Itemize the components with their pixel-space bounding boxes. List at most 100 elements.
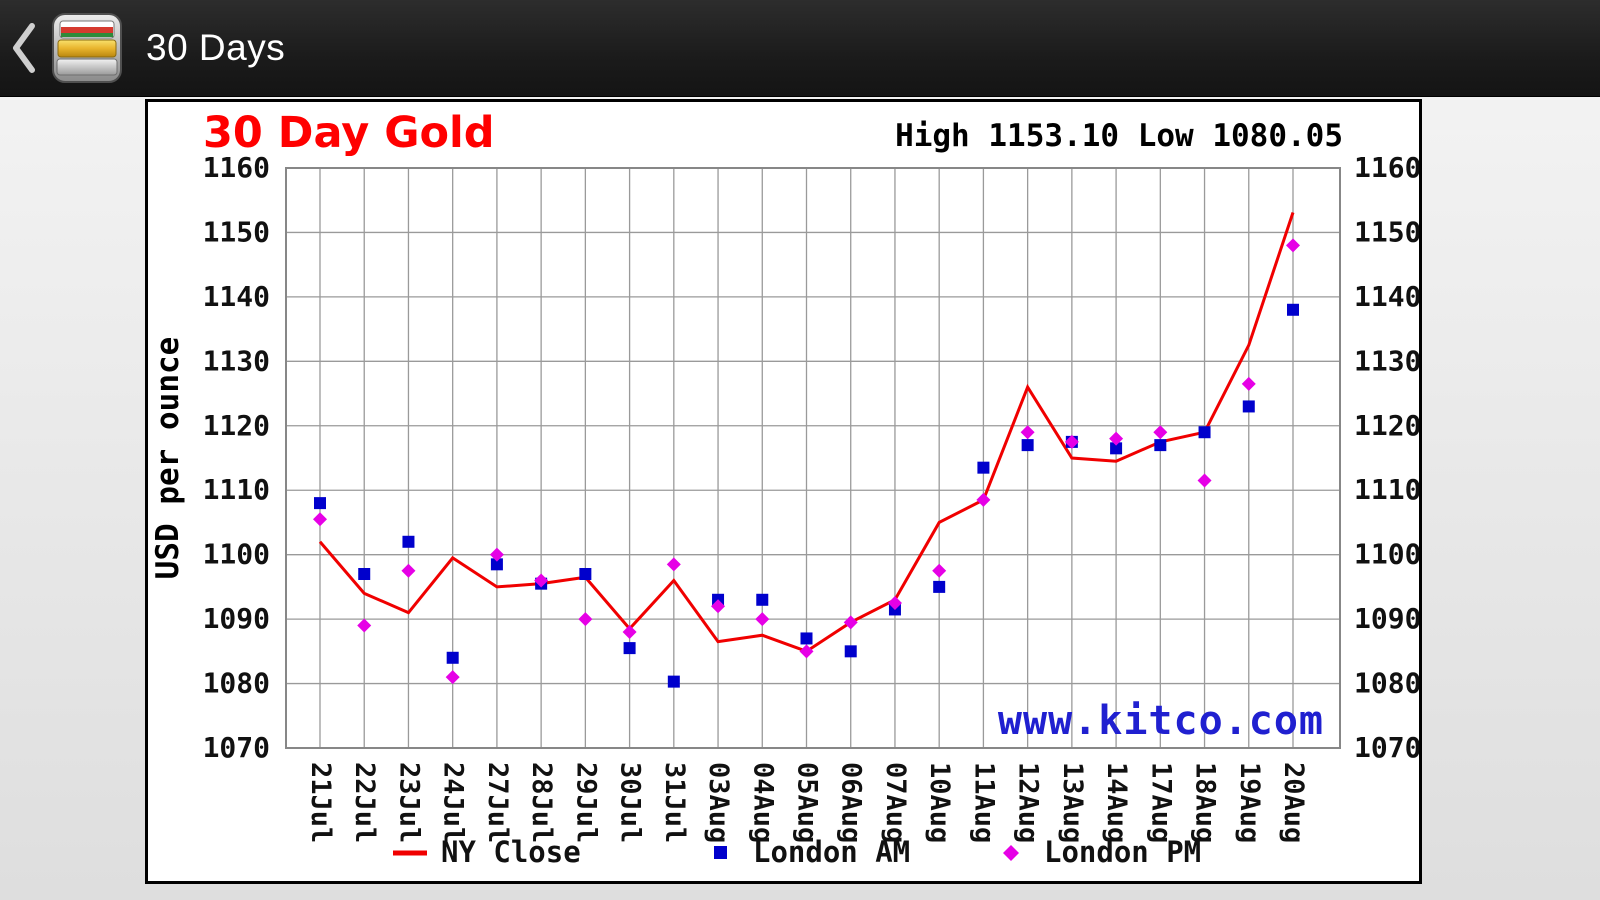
y-tick-label-right: 1130 bbox=[1354, 344, 1419, 377]
london-pm-point bbox=[401, 563, 416, 578]
x-tick-label: 21Jul bbox=[305, 762, 336, 843]
x-tick-label: 06Aug bbox=[836, 762, 867, 843]
london-pm-point bbox=[1241, 376, 1256, 391]
x-tick-label: 27Jul bbox=[482, 762, 513, 843]
london-am-point bbox=[1198, 426, 1211, 439]
y-tick-label-right: 1160 bbox=[1354, 151, 1419, 184]
london-pm-point bbox=[755, 612, 770, 627]
london-pm-point bbox=[843, 615, 858, 630]
x-tick-label: 29Jul bbox=[570, 762, 601, 843]
london-am-point bbox=[1287, 303, 1299, 316]
x-tick-label: 10Aug bbox=[924, 762, 955, 843]
x-tick-label: 24Jul bbox=[438, 762, 469, 843]
y-tick-label-right: 1100 bbox=[1354, 538, 1419, 571]
london-pm-point bbox=[666, 557, 681, 572]
london-am-point bbox=[1242, 400, 1255, 413]
gold-price-chart: 1070 1070 1080 1080 1090 1090 1100 1100 1110 1110… bbox=[150, 151, 1419, 869]
x-tick-label: 12Aug bbox=[1013, 762, 1044, 843]
x-tick-label: 03Aug bbox=[703, 762, 734, 843]
plot-frame bbox=[285, 167, 1341, 749]
chart-high-low: High 1153.10 Low 1080.05 bbox=[895, 118, 1343, 154]
london-am-point bbox=[1154, 439, 1167, 452]
london-am-point bbox=[800, 632, 813, 645]
london-pm-point bbox=[1020, 425, 1035, 440]
london-am-point bbox=[1110, 442, 1123, 455]
london-am-point bbox=[1021, 439, 1034, 452]
y-tick-label-right: 1140 bbox=[1354, 280, 1419, 313]
london-pm-point bbox=[445, 670, 460, 685]
london-am-point bbox=[844, 645, 857, 658]
london-pm-point bbox=[1197, 473, 1212, 488]
y-tick-label-left: 1090 bbox=[203, 602, 270, 635]
x-tick-label: 05Aug bbox=[792, 762, 823, 843]
x-tick-label: 14Aug bbox=[1101, 762, 1132, 843]
y-tick-label-left: 1100 bbox=[203, 538, 270, 571]
app-bar-title: 30 Days bbox=[146, 27, 286, 68]
x-tick-label: 20Aug bbox=[1278, 762, 1309, 843]
london-am-point bbox=[490, 558, 503, 571]
app-bar: 30 Days bbox=[0, 0, 1600, 97]
y-tick-label-right: 1080 bbox=[1354, 667, 1419, 700]
london-pm-point bbox=[711, 599, 726, 614]
london-pm-point bbox=[1286, 238, 1300, 253]
x-tick-label: 17Aug bbox=[1145, 762, 1176, 843]
chart-title: 30 Day Gold bbox=[203, 108, 495, 158]
london-am-point bbox=[446, 651, 459, 664]
london-am-point bbox=[977, 461, 990, 474]
y-axis-title: USD per ounce bbox=[150, 337, 186, 580]
y-tick-label-right: 1090 bbox=[1354, 602, 1419, 635]
x-tick-label: 18Aug bbox=[1190, 762, 1221, 843]
london-pm-point bbox=[976, 492, 991, 507]
legend-marker-diamond bbox=[1003, 845, 1019, 861]
london-pm-point bbox=[1153, 425, 1168, 440]
x-tick-label: 19Aug bbox=[1234, 762, 1265, 843]
y-tick-label-left: 1140 bbox=[203, 280, 270, 313]
y-tick-label-right: 1120 bbox=[1354, 409, 1419, 442]
x-tick-label: 22Jul bbox=[349, 762, 380, 843]
london-am-point bbox=[667, 675, 680, 688]
y-tick-label-left: 1130 bbox=[203, 344, 270, 377]
london-am-point bbox=[402, 535, 415, 548]
london-pm-point bbox=[357, 618, 372, 633]
y-tick-label-left: 1070 bbox=[203, 731, 270, 764]
y-tick-label-left: 1160 bbox=[203, 151, 270, 184]
x-tick-label: 30Jul bbox=[615, 762, 646, 843]
london-am-point bbox=[579, 568, 592, 580]
x-tick-label: 04Aug bbox=[747, 762, 778, 843]
x-tick-label: 31Jul bbox=[659, 762, 690, 843]
y-tick-label-left: 1110 bbox=[203, 473, 270, 506]
gold-chart-card: 30 Day Gold High 1153.10 Low 1080.05 107… bbox=[145, 99, 1422, 884]
legend-marker-square bbox=[714, 846, 727, 859]
gold-bars-app-icon bbox=[52, 13, 122, 83]
x-tick-label: 11Aug bbox=[968, 762, 999, 843]
london-pm-point bbox=[489, 547, 504, 562]
chevron-left-icon bbox=[13, 23, 35, 73]
london-pm-point bbox=[932, 563, 947, 578]
london-pm-point bbox=[622, 625, 637, 639]
x-tick-label: 07Aug bbox=[880, 762, 911, 843]
x-tick-label: 28Jul bbox=[526, 762, 557, 843]
legend-label: London AM bbox=[753, 835, 910, 869]
london-pm-point bbox=[887, 596, 902, 610]
y-tick-label-left: 1150 bbox=[203, 215, 270, 248]
london-am-point bbox=[358, 568, 371, 580]
london-pm-point bbox=[799, 644, 814, 659]
london-am-point bbox=[933, 580, 946, 593]
back-button[interactable] bbox=[0, 0, 46, 97]
kitco-watermark: www.kitco.com bbox=[998, 698, 1324, 744]
x-tick-label: 13Aug bbox=[1057, 762, 1088, 843]
legend-label: London PM bbox=[1044, 835, 1201, 869]
london-pm-point bbox=[313, 512, 327, 527]
london-am-point bbox=[756, 593, 769, 606]
london-pm-point bbox=[1109, 431, 1124, 446]
london-pm-point bbox=[1064, 434, 1079, 449]
london-am-point bbox=[314, 497, 326, 510]
y-tick-label-right: 1150 bbox=[1354, 215, 1419, 248]
london-pm-point bbox=[534, 573, 549, 588]
london-am-point bbox=[623, 642, 636, 655]
x-tick-label: 23Jul bbox=[393, 762, 424, 843]
y-tick-label-left: 1080 bbox=[203, 667, 270, 700]
y-tick-label-right: 1070 bbox=[1354, 731, 1419, 764]
london-pm-point bbox=[578, 612, 593, 627]
y-tick-label-left: 1120 bbox=[203, 409, 270, 442]
